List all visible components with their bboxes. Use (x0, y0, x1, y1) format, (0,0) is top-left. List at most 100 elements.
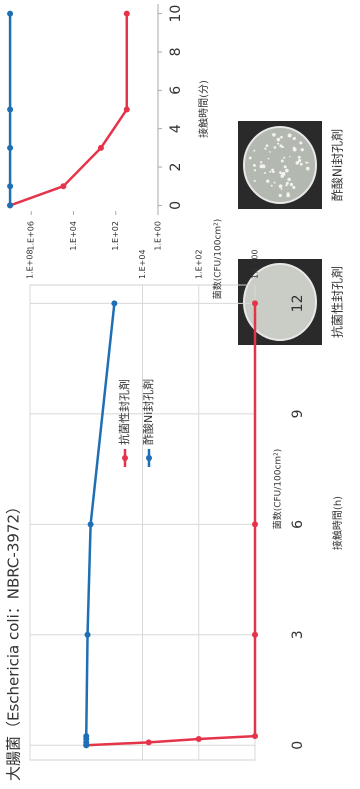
colony (285, 169, 289, 173)
y-tick-label: 1.E+02 (111, 221, 120, 251)
colony (284, 165, 287, 168)
colony (269, 171, 271, 173)
colony (292, 186, 295, 189)
y-tick-label: 1.E+06 (27, 221, 36, 251)
y-tick-label: 1.E+00 (251, 249, 260, 279)
colony (268, 158, 270, 160)
series-line (10, 14, 127, 206)
y-tick-label: 1.E+02 (194, 249, 203, 279)
legend-marker (146, 455, 152, 461)
data-point (111, 300, 117, 306)
x-tick-label: 8 (168, 47, 184, 56)
colony (298, 156, 301, 159)
colony (274, 182, 276, 184)
colony (269, 151, 271, 153)
colony (307, 162, 309, 164)
x-tick-label: 2 (168, 163, 184, 172)
photo (238, 121, 322, 209)
data-point (252, 521, 258, 527)
colony (253, 164, 256, 167)
data-point (124, 11, 130, 17)
colony (280, 174, 284, 178)
colony (264, 172, 266, 174)
colony (301, 148, 304, 151)
data-point (252, 300, 258, 306)
x-tick-label: 10 (168, 5, 184, 23)
data-point (60, 183, 66, 189)
colony (277, 143, 279, 145)
y-tick-label: 1.E+04 (138, 249, 147, 279)
data-point (88, 521, 94, 527)
colony (279, 194, 282, 197)
colony (264, 148, 266, 150)
colony (289, 156, 291, 158)
legend-label: 抗菌性封孔剤 (117, 379, 131, 445)
legend-label: 酢酸Ni封孔剤 (141, 379, 155, 445)
data-point (146, 739, 152, 745)
data-point (7, 183, 13, 189)
chart-title: 大腸菌（Eschericia coli：NBRC-3972） (5, 499, 23, 781)
x-tick-label: 0 (168, 201, 184, 210)
colony (281, 188, 283, 190)
x-tick-label: 3 (290, 630, 306, 639)
data-point (98, 145, 104, 151)
colony (260, 164, 264, 168)
colony (296, 161, 299, 164)
y-axis-title: 菌数(CFU/100cm²) (272, 449, 284, 530)
colony (254, 180, 256, 182)
colony (300, 163, 303, 166)
colony (260, 161, 262, 163)
colony (306, 167, 310, 171)
colony (286, 194, 290, 198)
colony (254, 169, 256, 171)
x-axis-title: 接触時間(h) (331, 496, 344, 550)
data-point (7, 202, 13, 208)
data-point (7, 145, 13, 151)
data-point (252, 632, 258, 638)
colony (290, 183, 293, 186)
data-point (124, 107, 130, 113)
colony (287, 178, 290, 181)
x-tick-label: 0 (290, 741, 306, 750)
y-tick-label: 1.E+08 (26, 249, 35, 279)
colony (281, 160, 284, 163)
rotated-content: 大腸菌（Eschericia coli：NBRC-3972） 抗菌性封孔剤 酢酸… (5, 4, 345, 781)
colony (266, 179, 269, 182)
data-point (7, 107, 13, 113)
photo-caption: 抗菌性封孔剤 (330, 266, 345, 338)
y-tick-label: 1.E+04 (69, 221, 78, 251)
data-point (196, 736, 202, 742)
x-tick-label: 6 (290, 520, 306, 529)
y-tick-label: 1.E+00 (154, 221, 163, 251)
data-point (83, 733, 89, 739)
colony (249, 156, 252, 159)
colony (272, 133, 276, 137)
colony (280, 136, 283, 139)
colony (277, 138, 281, 142)
x-tick-label: 4 (168, 124, 184, 133)
x-tick-label: 6 (168, 86, 184, 95)
x-tick-label: 9 (290, 409, 306, 418)
colony (266, 144, 269, 147)
colony (288, 134, 292, 138)
page: 大腸菌（Eschericia coli：NBRC-3972） 抗菌性封孔剤 酢酸… (0, 0, 360, 789)
colony (283, 157, 285, 159)
x-tick-label: 12 (290, 294, 306, 312)
colony (279, 172, 281, 174)
x-axis-title: 接触時間(分) (197, 80, 210, 138)
colony (253, 150, 255, 152)
data-point (252, 733, 258, 739)
colony (286, 182, 289, 185)
colony (272, 170, 275, 173)
colony (271, 185, 273, 187)
colony (299, 141, 302, 144)
data-point (7, 11, 13, 17)
legend-marker (122, 455, 128, 461)
photo-caption: 酢酸Ni封孔剤 (330, 129, 345, 201)
colony (293, 147, 296, 150)
y-axis-title: 菌数(CFU/100cm²) (212, 219, 224, 300)
colony (279, 184, 283, 188)
colony (279, 144, 282, 147)
colony (274, 146, 277, 149)
colony (294, 137, 296, 139)
